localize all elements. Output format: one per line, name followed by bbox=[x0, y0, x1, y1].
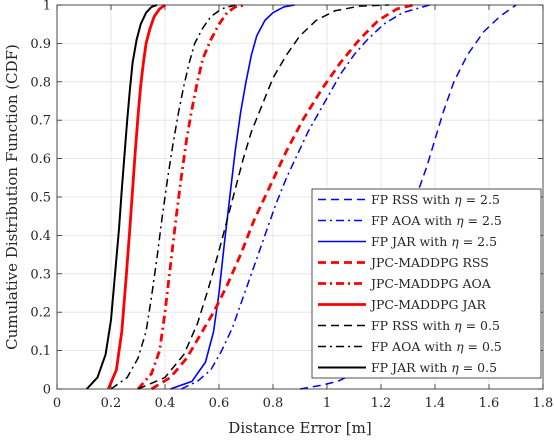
axis-ticks: 0 0.2 0.4 0.6 0.8 1 1.2 1.4 1.6 1.8 0 0.1 0.2 0.3 0.4 0… bbox=[30, 0, 553, 411]
series-line-8 bbox=[110, 4, 236, 390]
series-line-4 bbox=[150, 3, 414, 391]
y-tick-label: 0.5 bbox=[30, 191, 51, 206]
y-tick-label: 0.9 bbox=[30, 37, 51, 52]
x-axis-label: Distance Error [m] bbox=[228, 419, 371, 437]
legend-label-text: FP JAR with bbox=[371, 360, 451, 375]
legend-label-6: JPC-MADDPG JAR bbox=[369, 297, 486, 312]
legend-label-value: = 2.5 bbox=[464, 213, 502, 228]
legend-label-text: FP AOA with bbox=[371, 339, 456, 354]
legend: FP RSS with η = 2.5FP AOA with η = 2.5FP… bbox=[311, 188, 542, 379]
eta-symbol: η bbox=[456, 213, 464, 228]
x-tick-label: 0.6 bbox=[209, 396, 230, 411]
legend-box bbox=[311, 188, 542, 379]
legend-label-9: FP JAR with η = 0.5 bbox=[371, 360, 497, 375]
series-line-5 bbox=[136, 3, 247, 390]
x-tick-label: 0.2 bbox=[101, 396, 122, 411]
x-tick-label: 0 bbox=[53, 396, 61, 411]
eta-symbol: η bbox=[451, 360, 459, 375]
y-tick-label: 0.2 bbox=[30, 306, 51, 321]
legend-label-value: = 2.5 bbox=[459, 234, 497, 249]
y-axis-label: Cumulative Distribution Function (CDF) bbox=[3, 44, 21, 350]
x-tick-label: 1.6 bbox=[479, 396, 500, 411]
legend-label-value: = 2.5 bbox=[462, 192, 500, 207]
legend-label-value: = 0.5 bbox=[462, 318, 500, 333]
x-tick-label: 1.2 bbox=[371, 396, 392, 411]
y-tick-label: 0 bbox=[43, 383, 51, 398]
y-tick-label: 0.8 bbox=[30, 75, 51, 90]
eta-symbol: η bbox=[456, 339, 464, 354]
y-tick-label: 0.7 bbox=[30, 114, 51, 129]
y-tick-label: 0.3 bbox=[30, 267, 51, 282]
y-tick-label: 1 bbox=[43, 0, 51, 14]
eta-symbol: η bbox=[451, 234, 459, 249]
legend-label-2: FP AOA with η = 2.5 bbox=[371, 213, 502, 228]
series-line-2 bbox=[180, 4, 430, 390]
legend-label-value: = 0.5 bbox=[459, 360, 497, 375]
legend-label-1: FP RSS with η = 2.5 bbox=[371, 192, 500, 207]
series-line-9 bbox=[85, 4, 158, 390]
x-tick-label: 1 bbox=[323, 396, 331, 411]
legend-label-7: FP RSS with η = 0.5 bbox=[371, 318, 500, 333]
x-tick-label: 0.4 bbox=[155, 396, 176, 411]
legend-label-5: JPC-MADDPG AOA bbox=[369, 276, 492, 291]
legend-label-3: FP JAR with η = 2.5 bbox=[371, 234, 497, 249]
x-tick-label: 0.8 bbox=[263, 396, 284, 411]
legend-label-text: FP JAR with bbox=[371, 234, 451, 249]
eta-symbol: η bbox=[454, 192, 462, 207]
legend-label-8: FP AOA with η = 0.5 bbox=[371, 339, 502, 354]
x-tick-label: 1.8 bbox=[533, 396, 554, 411]
y-tick-label: 0.6 bbox=[30, 152, 51, 167]
legend-label-text: FP AOA with bbox=[371, 213, 456, 228]
y-tick-label: 0.1 bbox=[30, 344, 51, 359]
series-line-7 bbox=[137, 4, 390, 390]
x-tick-label: 1.4 bbox=[425, 396, 446, 411]
legend-label-text: FP RSS with bbox=[371, 318, 454, 333]
series-line-6 bbox=[107, 3, 166, 390]
eta-symbol: η bbox=[454, 318, 462, 333]
series-line-3 bbox=[170, 4, 295, 390]
legend-label-text: FP RSS with bbox=[371, 192, 454, 207]
legend-label-4: JPC-MADDPG RSS bbox=[369, 255, 489, 270]
legend-label-value: = 0.5 bbox=[464, 339, 502, 354]
y-tick-label: 0.4 bbox=[30, 229, 51, 244]
